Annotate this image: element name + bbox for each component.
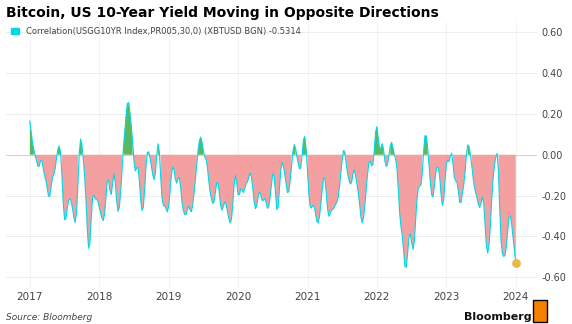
Legend: Correlation(USGG10YR Index,PR005,30,0) (XBTUSD BGN) -0.5314: Correlation(USGG10YR Index,PR005,30,0) (… [10, 26, 301, 37]
Point [511, 260, 521, 266]
Text: Bloomberg: Bloomberg [464, 312, 532, 322]
Text: Bitcoin, US 10-Year Yield Moving in Opposite Directions: Bitcoin, US 10-Year Yield Moving in Oppo… [6, 6, 438, 19]
Text: Source: Bloomberg: Source: Bloomberg [6, 313, 92, 322]
